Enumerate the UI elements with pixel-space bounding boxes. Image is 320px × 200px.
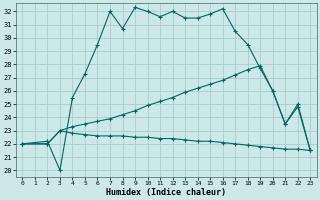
X-axis label: Humidex (Indice chaleur): Humidex (Indice chaleur) (106, 188, 226, 197)
